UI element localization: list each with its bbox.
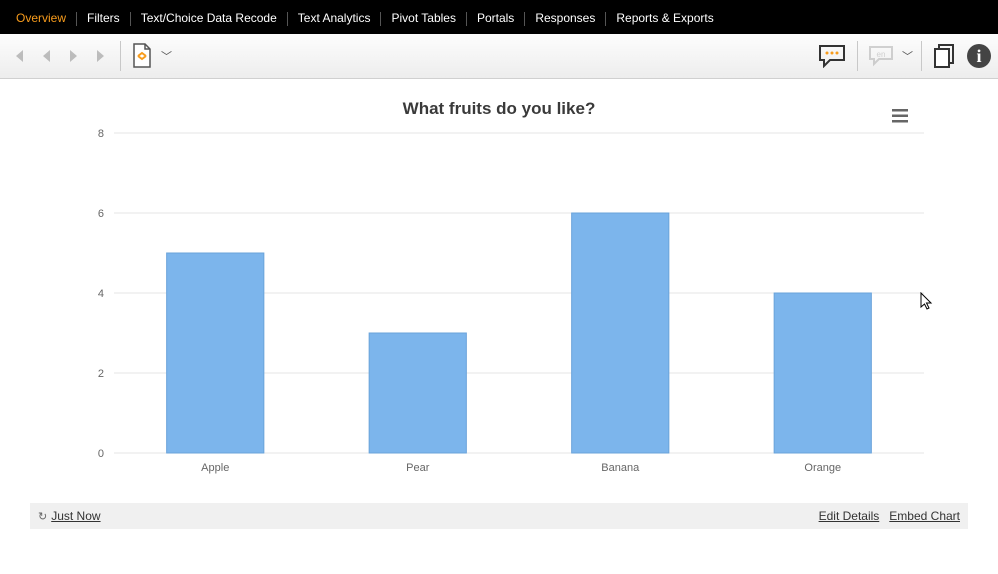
bar-banana[interactable] [572,213,669,453]
info-button[interactable]: i [964,37,994,75]
nav-item-portals[interactable]: Portals [467,3,524,34]
embed-chart-link[interactable]: Embed Chart [889,509,960,523]
nav-item-responses[interactable]: Responses [525,3,605,34]
x-tick-label: Banana [601,462,640,474]
nav-last-button[interactable] [88,37,116,75]
chart-container: What fruits do you like? 0 2 4 6 8 Apple Pear B… [0,79,998,495]
toolbar-divider-r2 [921,41,922,71]
x-tick-label: Pear [406,462,430,474]
copy-button[interactable] [930,37,960,75]
x-tick-label: Apple [201,462,229,474]
x-tick-label: Orange [804,462,841,474]
refresh-icon: ↻ [38,510,47,523]
language-button[interactable]: en [866,37,896,75]
nav-prev-button[interactable] [32,37,60,75]
nav-item-overview[interactable]: Overview [6,3,76,34]
y-tick-label: 2 [98,368,104,380]
nav-first-button[interactable] [4,37,32,75]
nav-item-text-choice-data-recode[interactable]: Text/Choice Data Recode [131,3,287,34]
toolbar-divider [120,41,121,71]
document-button[interactable] [125,37,159,75]
y-tick-label: 0 [98,448,104,460]
y-tick-label: 8 [98,128,104,140]
bar-chart: 0 2 4 6 8 Apple Pear Banana Orange [64,125,934,485]
toolbar-divider-r1 [857,41,858,71]
nav-item-text-analytics[interactable]: Text Analytics [288,3,381,34]
edit-details-link[interactable]: Edit Details [819,509,880,523]
y-tick-label: 6 [98,208,104,220]
just-now-link[interactable]: Just Now [51,509,100,523]
chart-title: What fruits do you like? [40,99,958,119]
footer-bar: ↻ Just Now Edit Details Embed Chart [30,503,968,529]
toolbar: ﹀ en ﹀ i [0,34,998,79]
svg-text:i: i [976,46,981,66]
nav-next-button[interactable] [60,37,88,75]
nav-item-reports-exports[interactable]: Reports & Exports [606,3,723,34]
language-dropdown-caret[interactable]: ﹀ [902,48,913,64]
bar-pear[interactable] [369,333,466,453]
nav-item-filters[interactable]: Filters [77,3,130,34]
nav-bar: OverviewFiltersText/Choice Data RecodeTe… [0,3,998,34]
bar-apple[interactable] [167,253,264,453]
y-tick-label: 4 [98,288,104,300]
chart-hamburger-menu-icon[interactable] [892,107,908,128]
nav-item-pivot-tables[interactable]: Pivot Tables [381,3,465,34]
comment-active-button[interactable] [815,37,849,75]
svg-text:en: en [877,50,886,59]
document-dropdown-caret[interactable]: ﹀ [161,48,172,64]
bar-orange[interactable] [774,293,871,453]
